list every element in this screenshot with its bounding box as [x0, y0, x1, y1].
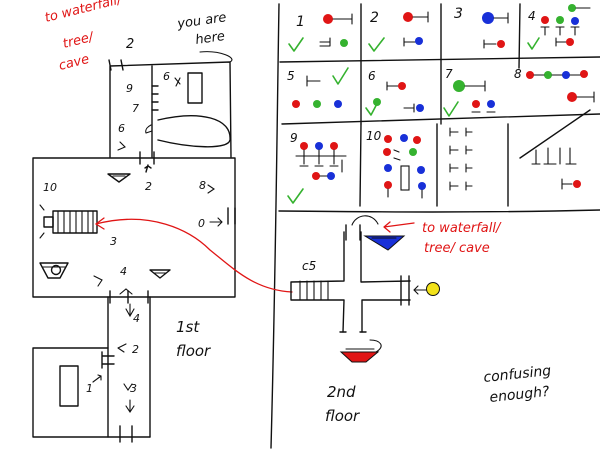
- first-floor-red-note: to waterfall/ tree/ cave: [43, 0, 124, 74]
- room-number: 2: [126, 37, 134, 52]
- legend-number: 3: [454, 6, 463, 22]
- room-number: 6: [118, 122, 125, 135]
- first-floor-label: 1st floor: [176, 318, 211, 360]
- legend-number: 1: [296, 14, 305, 30]
- second-floor-labels: c5 2nd floor: [302, 259, 360, 425]
- svg-text:c5: c5: [302, 259, 316, 273]
- legend-grid: [279, 3, 600, 207]
- room-number: 2: [132, 343, 139, 356]
- first-floor-map: [32, 51, 293, 443]
- room-number: 4: [120, 265, 127, 278]
- room-number: 6: [163, 70, 170, 83]
- room-number: 3: [130, 382, 137, 395]
- legend-number: 6: [368, 69, 376, 83]
- room-number: 1: [86, 382, 93, 395]
- room-number: 7: [132, 102, 139, 115]
- room-number: 4: [133, 312, 140, 325]
- legend-numbers: 1 2 3 4 5 6 7 8 9 10: [287, 6, 536, 145]
- svg-text:2nd: 2nd: [327, 383, 356, 401]
- divider-horizontal: [278, 209, 600, 213]
- first-floor-numbers: 2 9 6 7 6 2 10 8 0 3 4 4 2 1 3: [43, 37, 206, 395]
- legend-number: 10: [366, 129, 382, 143]
- room-number: 0: [198, 217, 205, 230]
- room-number: 10: [43, 181, 57, 194]
- legend-markers: [287, 4, 595, 204]
- svg-text:tree/ cave: tree/ cave: [424, 241, 490, 256]
- you-are-here-note: you are here: [175, 10, 227, 48]
- second-floor-red-note: to waterfall/ tree/ cave: [422, 221, 502, 256]
- svg-text:enough?: enough?: [489, 384, 551, 406]
- legend-number: 9: [290, 131, 298, 145]
- room-number: 3: [110, 235, 117, 248]
- svg-text:you are: you are: [175, 10, 227, 32]
- svg-text:to waterfall/: to waterfall/: [43, 0, 124, 26]
- room-number: 9: [126, 82, 133, 95]
- comment-note: confusing enough?: [483, 363, 552, 406]
- second-floor-map: [290, 215, 440, 363]
- legend-number: 5: [287, 69, 295, 83]
- svg-text:floor: floor: [325, 407, 360, 425]
- svg-text:here: here: [194, 29, 225, 48]
- divider-vertical: [270, 3, 280, 449]
- svg-text:cave: cave: [57, 52, 91, 74]
- legend-number: 7: [445, 67, 453, 81]
- legend-number: 2: [370, 10, 379, 26]
- svg-text:tree/: tree/: [61, 29, 96, 51]
- svg-text:floor: floor: [176, 342, 211, 360]
- legend-number: 4: [528, 9, 536, 23]
- room-number: 8: [199, 179, 206, 192]
- legend-number: 8: [514, 67, 522, 81]
- svg-text:to waterfall/: to waterfall/: [422, 221, 502, 236]
- room-number: 2: [145, 180, 152, 193]
- svg-text:confusing: confusing: [483, 363, 552, 386]
- svg-text:1st: 1st: [176, 318, 200, 336]
